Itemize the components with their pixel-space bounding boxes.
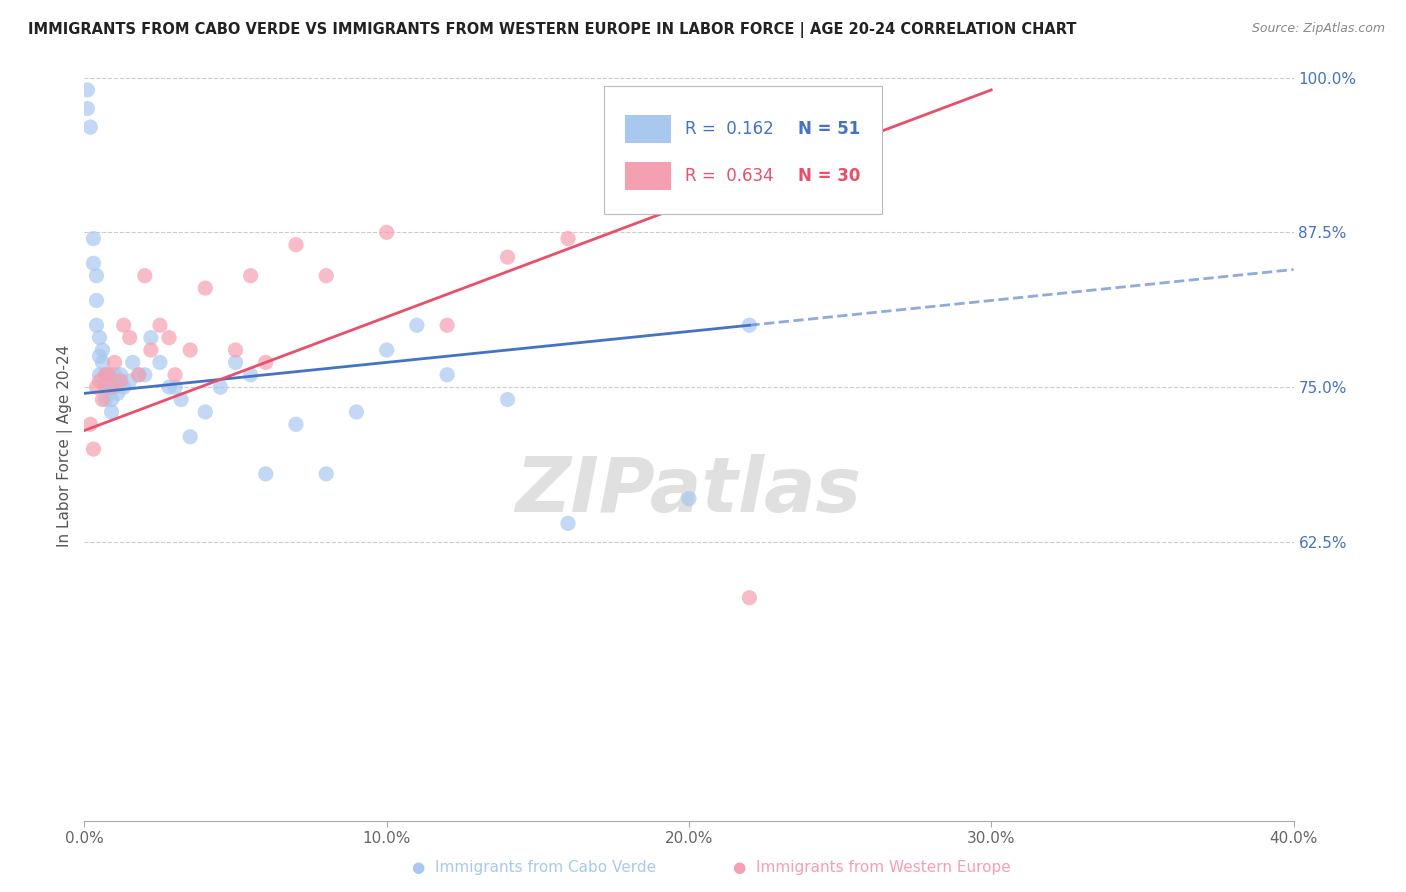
Point xyxy=(128,368,150,382)
Point xyxy=(738,591,761,605)
Point xyxy=(100,392,122,407)
Point xyxy=(557,231,579,245)
Point xyxy=(239,368,262,382)
Point xyxy=(76,102,98,116)
Point xyxy=(375,343,398,357)
Text: N = 30: N = 30 xyxy=(797,168,860,186)
Point xyxy=(89,331,111,345)
Point xyxy=(82,256,104,270)
Point xyxy=(315,268,337,283)
Point xyxy=(97,380,120,394)
Point xyxy=(315,467,337,481)
Y-axis label: In Labor Force | Age 20-24: In Labor Force | Age 20-24 xyxy=(58,345,73,547)
Point xyxy=(139,331,162,345)
Point xyxy=(254,355,277,369)
Text: ●  Immigrants from Western Europe: ● Immigrants from Western Europe xyxy=(733,860,1011,874)
Text: Source: ZipAtlas.com: Source: ZipAtlas.com xyxy=(1251,22,1385,36)
Point xyxy=(97,368,120,382)
Point xyxy=(194,281,217,295)
Point xyxy=(239,268,262,283)
Text: N = 51: N = 51 xyxy=(797,120,860,138)
Point xyxy=(285,417,308,432)
Point xyxy=(91,343,114,357)
Point xyxy=(375,225,398,239)
Point xyxy=(346,405,368,419)
Point xyxy=(149,318,172,333)
Point xyxy=(97,368,120,382)
Bar xyxy=(624,162,671,191)
Point xyxy=(209,380,232,394)
Point xyxy=(89,349,111,363)
Point xyxy=(86,380,108,394)
Text: ●  Immigrants from Cabo Verde: ● Immigrants from Cabo Verde xyxy=(412,860,657,874)
Point xyxy=(557,516,579,531)
Point xyxy=(496,250,519,264)
Point xyxy=(179,343,201,357)
Point xyxy=(91,392,114,407)
Text: ZIPatlas: ZIPatlas xyxy=(516,454,862,528)
Point xyxy=(134,368,156,382)
Point xyxy=(225,343,247,357)
Point xyxy=(225,355,247,369)
Point xyxy=(254,467,277,481)
Point xyxy=(678,491,700,506)
Point xyxy=(149,355,172,369)
Point xyxy=(128,368,150,382)
Point xyxy=(194,405,217,419)
Point xyxy=(79,120,101,134)
Point xyxy=(100,380,122,394)
Point xyxy=(100,405,122,419)
Point xyxy=(107,386,129,401)
Point xyxy=(110,374,132,388)
Text: R =  0.634: R = 0.634 xyxy=(685,168,773,186)
Bar xyxy=(624,115,671,144)
Point xyxy=(118,331,141,345)
FancyBboxPatch shape xyxy=(605,87,883,214)
Point xyxy=(157,331,180,345)
Point xyxy=(82,231,104,245)
Point xyxy=(110,368,132,382)
Point xyxy=(94,368,117,382)
Point xyxy=(104,380,127,394)
Point xyxy=(165,380,187,394)
Point xyxy=(112,380,135,394)
Point xyxy=(107,374,129,388)
Point xyxy=(436,368,458,382)
Point xyxy=(89,368,111,382)
Point xyxy=(89,374,111,388)
Point xyxy=(157,380,180,394)
Point xyxy=(86,268,108,283)
Point xyxy=(94,368,117,382)
Point xyxy=(121,355,143,369)
Point xyxy=(86,318,108,333)
Point xyxy=(118,374,141,388)
Point xyxy=(738,318,761,333)
Text: IMMIGRANTS FROM CABO VERDE VS IMMIGRANTS FROM WESTERN EUROPE IN LABOR FORCE | AG: IMMIGRANTS FROM CABO VERDE VS IMMIGRANTS… xyxy=(28,22,1077,38)
Point xyxy=(179,430,201,444)
Point xyxy=(170,392,193,407)
Point xyxy=(112,318,135,333)
Point xyxy=(436,318,458,333)
Point xyxy=(82,442,104,456)
Text: R =  0.162: R = 0.162 xyxy=(685,120,775,138)
Point xyxy=(285,237,308,252)
Point xyxy=(134,268,156,283)
Point xyxy=(79,417,101,432)
Point xyxy=(496,392,519,407)
Point xyxy=(406,318,429,333)
Point xyxy=(104,355,127,369)
Point xyxy=(76,83,98,97)
Point xyxy=(104,368,127,382)
Point xyxy=(139,343,162,357)
Point xyxy=(94,380,117,394)
Point xyxy=(94,392,117,407)
Point xyxy=(165,368,187,382)
Point xyxy=(86,293,108,308)
Point xyxy=(91,355,114,369)
